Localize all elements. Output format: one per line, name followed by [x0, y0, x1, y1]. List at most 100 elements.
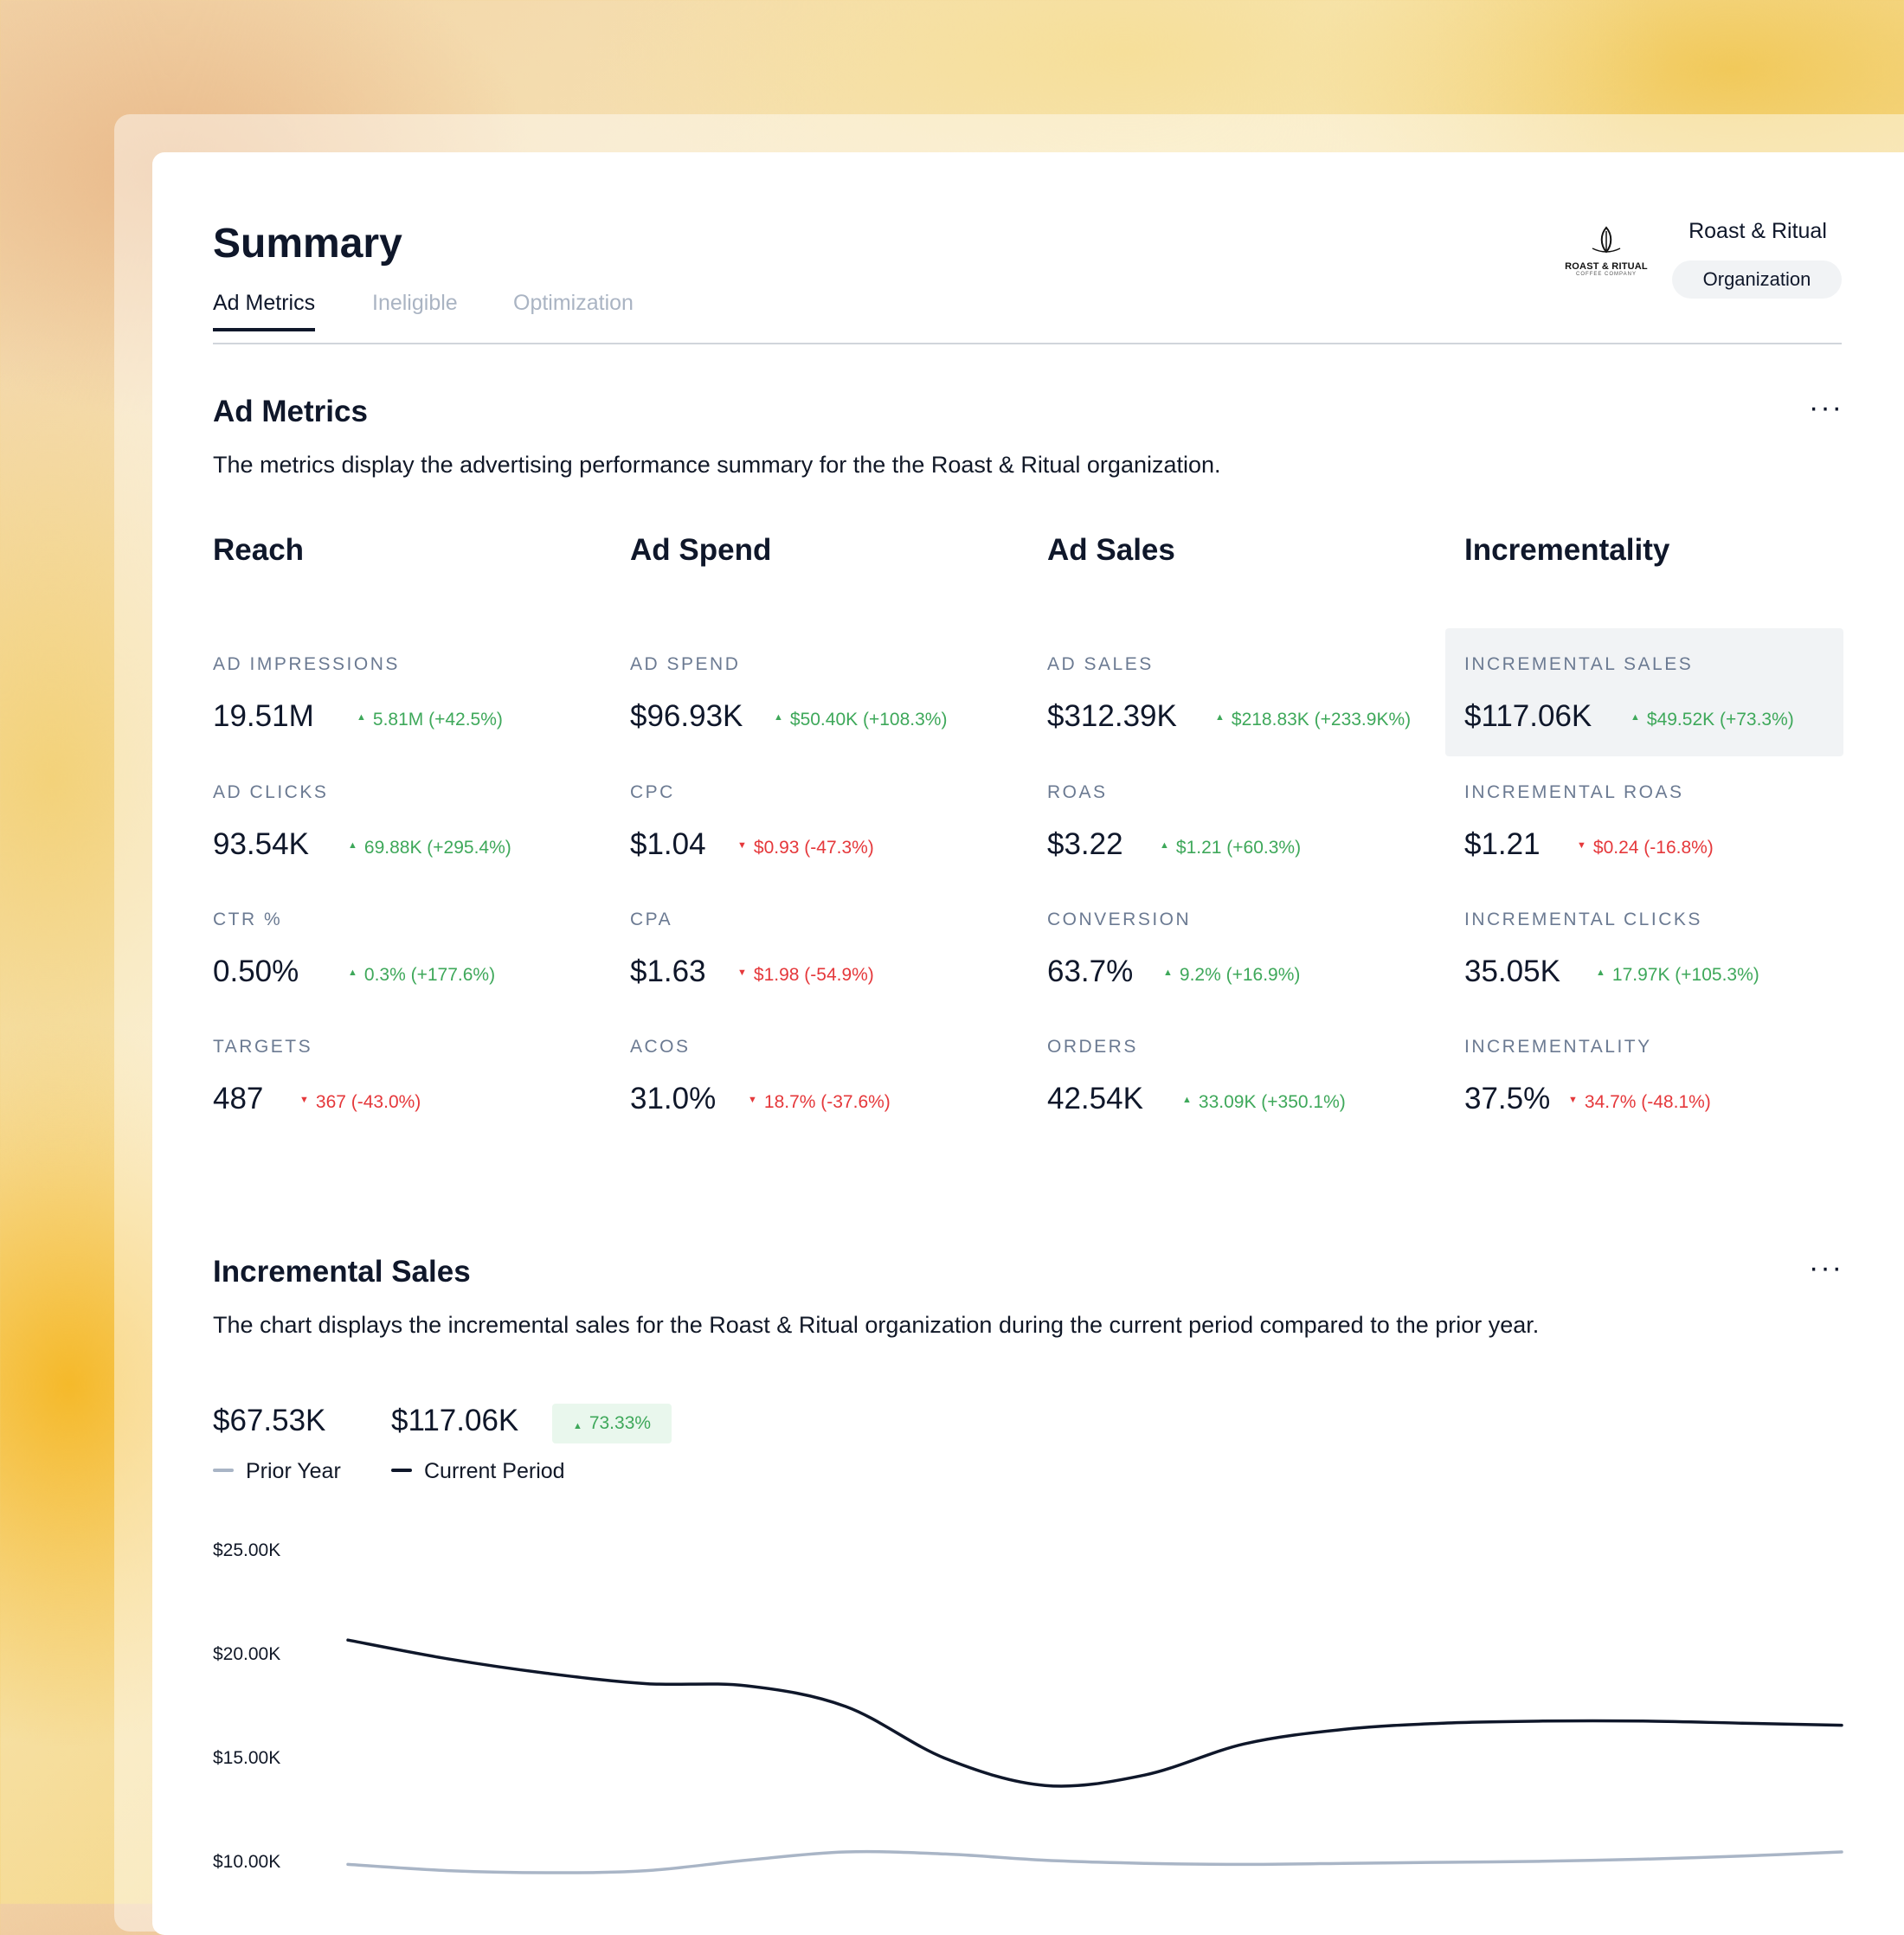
metric-value: 0.50%: [213, 955, 299, 988]
metric-card[interactable]: INCREMENTALITY 37.5% ▼ 34.7% (-48.1%): [1445, 1011, 1843, 1139]
metric-delta-text: 34.7% (-48.1%): [1584, 1092, 1711, 1112]
metric-delta-text: 5.81M (+42.5%): [372, 710, 503, 730]
tab-ad-metrics[interactable]: Ad Metrics: [213, 291, 316, 331]
metric-label: AD IMPRESSIONS: [213, 654, 400, 674]
metric-delta: ▼ 34.7% (-48.1%): [1568, 1092, 1711, 1113]
metric-label: INCREMENTAL SALES: [1464, 654, 1694, 674]
change-badge: ▲ 73.33%: [552, 1404, 672, 1443]
metric-card[interactable]: CTR % 0.50% ▲ 0.3% (+177.6%): [194, 884, 592, 1012]
metric-label: TARGETS: [213, 1037, 313, 1057]
metric-delta-text: $50.40K (+108.3%): [789, 710, 948, 730]
metric-label: ROAS: [1047, 782, 1108, 802]
incremental-sales-title: Incremental Sales: [213, 1255, 471, 1289]
metric-card[interactable]: AD IMPRESSIONS 19.51M ▲ 5.81M (+42.5%): [194, 628, 592, 756]
metric-delta: ▲ 0.3% (+177.6%): [348, 965, 495, 986]
metric-card[interactable]: CPC $1.04 ▼ $0.93 (-47.3%): [611, 756, 1009, 884]
metric-label: ACOS: [630, 1037, 691, 1057]
metric-value: 19.51M: [213, 699, 314, 733]
metric-value: 42.54K: [1047, 1082, 1143, 1115]
metric-delta-text: $218.83K (+233.9K%): [1231, 710, 1412, 730]
metric-group-title: Incrementality: [1464, 533, 1670, 567]
metric-group-title: Ad Sales: [1047, 533, 1175, 567]
down-arrow-icon: ▼: [299, 1095, 309, 1106]
current-period-swatch: [391, 1469, 412, 1473]
metric-card[interactable]: AD SPEND $96.93K ▲ $50.40K (+108.3%): [611, 628, 1009, 756]
metric-card[interactable]: AD CLICKS 93.54K ▲ 69.88K (+295.4%): [194, 756, 592, 884]
metric-delta: ▼ $1.98 (-54.9%): [737, 965, 874, 986]
metric-delta-text: $0.93 (-47.3%): [753, 838, 874, 858]
metric-delta-text: $1.98 (-54.9%): [753, 965, 874, 985]
series-line-prior-year: [346, 1849, 1843, 1874]
metric-value: $117.06K: [1464, 699, 1592, 733]
metric-delta-text: $1.21 (+60.3%): [1175, 838, 1302, 858]
up-arrow-icon: ▲: [348, 840, 357, 852]
up-arrow-icon: ▲: [1160, 840, 1169, 852]
metric-card[interactable]: INCREMENTAL SALES $117.06K ▲ $49.52K (+73.3…: [1445, 628, 1843, 756]
series-line-current-period: [346, 1638, 1843, 1788]
change-value: 73.33%: [589, 1413, 652, 1433]
down-arrow-icon: ▼: [1577, 840, 1586, 852]
metric-value: 93.54K: [213, 827, 309, 861]
y-tick-label: $10.00K: [213, 1852, 281, 1872]
metric-delta: ▲ $218.83K (+233.9K%): [1215, 710, 1411, 730]
tab-ineligible[interactable]: Ineligible: [372, 291, 458, 328]
metric-card[interactable]: INCREMENTAL ROAS $1.21 ▼ $0.24 (-16.8%): [1445, 756, 1843, 884]
metric-group-title: Reach: [213, 533, 305, 567]
metric-card[interactable]: ROAS $3.22 ▲ $1.21 (+60.3%): [1028, 756, 1426, 884]
metric-value: $1.63: [630, 955, 706, 988]
metric-delta: ▼ 18.7% (-37.6%): [748, 1092, 891, 1113]
incremental-sales-chart: [346, 1638, 1843, 1874]
metric-delta: ▲ 9.2% (+16.9%): [1163, 965, 1300, 986]
metric-delta: ▼ $0.93 (-47.3%): [737, 838, 874, 858]
legend-current-period: Current Period: [391, 1459, 565, 1484]
metric-card[interactable]: CONVERSION 63.7% ▲ 9.2% (+16.9%): [1028, 884, 1426, 1012]
metric-value: $312.39K: [1047, 699, 1177, 733]
metric-delta: ▲ 33.09K (+350.1%): [1182, 1092, 1346, 1113]
metric-delta: ▲ $50.40K (+108.3%): [774, 710, 947, 730]
metric-value: $3.22: [1047, 827, 1123, 861]
tab-bar: Ad Metrics Ineligible Optimization: [213, 291, 1842, 344]
metric-card[interactable]: TARGETS 487 ▼ 367 (-43.0%): [194, 1011, 592, 1139]
tab-optimization[interactable]: Optimization: [513, 291, 634, 328]
metric-card[interactable]: CPA $1.63 ▼ $1.98 (-54.9%): [611, 884, 1009, 1012]
up-arrow-icon: ▲: [1182, 1095, 1192, 1106]
metric-value: 37.5%: [1464, 1082, 1551, 1115]
metric-card[interactable]: ORDERS 42.54K ▲ 33.09K (+350.1%): [1028, 1011, 1426, 1139]
coffee-leaf-icon: [1592, 226, 1621, 254]
org-logo-subtext: COFFEE COMPANY: [1576, 272, 1637, 277]
metric-value: 35.05K: [1464, 955, 1560, 988]
metric-delta-text: 17.97K (+105.3%): [1611, 965, 1759, 985]
metric-label: CONVERSION: [1047, 910, 1192, 929]
ad-metrics-title: Ad Metrics: [213, 395, 368, 428]
prior-year-swatch: [213, 1469, 234, 1473]
metric-delta: ▲ 17.97K (+105.3%): [1596, 965, 1759, 986]
org-type-badge[interactable]: Organization: [1672, 260, 1842, 299]
metric-card[interactable]: ACOS 31.0% ▼ 18.7% (-37.6%): [611, 1011, 1009, 1139]
org-name: Roast & Ritual: [1689, 219, 1827, 243]
metric-label: INCREMENTALITY: [1464, 1037, 1652, 1057]
metric-delta-text: 9.2% (+16.9%): [1179, 965, 1301, 985]
metric-label: INCREMENTAL CLICKS: [1464, 910, 1702, 929]
metric-delta: ▼ $0.24 (-16.8%): [1577, 838, 1714, 858]
metric-label: INCREMENTAL ROAS: [1464, 782, 1684, 802]
metric-value: $1.04: [630, 827, 706, 861]
up-arrow-icon: ▲: [1215, 712, 1225, 723]
metric-delta-text: $49.52K (+73.3%): [1646, 710, 1794, 730]
ad-metrics-description: The metrics display the advertising perf…: [213, 452, 1221, 478]
metric-delta-text: 33.09K (+350.1%): [1198, 1092, 1346, 1112]
metric-delta-text: 69.88K (+295.4%): [363, 838, 511, 858]
org-logo: ROAST & RITUAL COFFEE COMPANY: [1558, 226, 1655, 286]
summary-panel: Summary Ad Metrics Ineligible Optimizati…: [152, 152, 1904, 1935]
incremental-sales-more-icon[interactable]: ···: [1809, 1251, 1843, 1284]
down-arrow-icon: ▼: [748, 1095, 757, 1106]
ad-metrics-more-icon[interactable]: ···: [1809, 391, 1843, 424]
metric-value: 63.7%: [1047, 955, 1134, 988]
metric-card[interactable]: INCREMENTAL CLICKS 35.05K ▲ 17.97K (+105.3%…: [1445, 884, 1843, 1012]
metric-delta-text: 18.7% (-37.6%): [763, 1092, 891, 1112]
metric-label: AD SPEND: [630, 654, 741, 674]
prior-year-total: $67.53K: [213, 1404, 326, 1437]
metric-card[interactable]: AD SALES $312.39K ▲ $218.83K (+233.9K%): [1028, 628, 1426, 756]
page-title: Summary: [213, 221, 402, 267]
metric-value: 487: [213, 1082, 264, 1115]
legend-current-period-label: Current Period: [424, 1459, 565, 1483]
